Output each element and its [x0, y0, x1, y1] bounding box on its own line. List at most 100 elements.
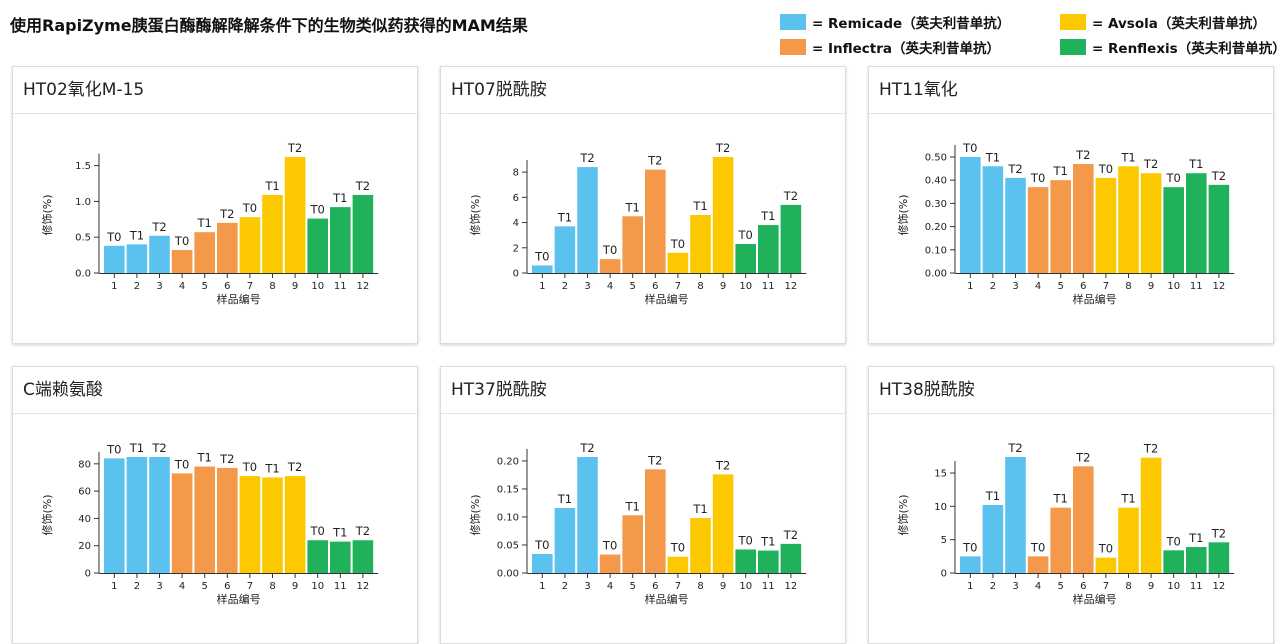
- bar-label: T0: [602, 539, 617, 553]
- bar: [690, 215, 711, 273]
- bar: [126, 244, 148, 273]
- chart-svg: 0.00 0.10 0.20 0.30 0.40 0.50 T0 1 T1 2 T2 3 T0 4 T1 5 T…: [896, 141, 1235, 306]
- x-tick-label: 1: [967, 581, 973, 592]
- bar: [149, 457, 170, 573]
- bar-label: T1: [1053, 492, 1068, 506]
- chart-panel-ht11: HT11氧化 0.00 0.10 0.20 0.30 0.40 0.50 T0 1 T1 2 T2 3…: [868, 66, 1274, 344]
- y-tick-label: 0.5: [75, 233, 91, 244]
- bar: [758, 550, 779, 573]
- bar-label: T1: [1120, 492, 1135, 506]
- bar: [645, 469, 666, 573]
- y-tick-label: 0.20: [925, 222, 947, 233]
- bar: [982, 505, 1004, 573]
- page-title: 使用RapiZyme胰蛋白酶酶解降解条件下的生物类似药获得的MAM结果: [10, 16, 528, 35]
- y-tick-label: 0.10: [925, 245, 947, 256]
- legend-label-avsola: = Avsola（英夫利昔单抗）: [1092, 16, 1266, 32]
- chart-svg: 0 2 4 6 8 T0 1 T1 2 T2 3 T0 4 T1 5 T2 6 T0 7 T1 8 T2 9 T0 10 T1 11…: [468, 141, 807, 306]
- x-tick-label: 10: [311, 581, 324, 592]
- bar: [1027, 556, 1049, 573]
- x-axis-title: 样品编号: [1073, 292, 1117, 306]
- bar-label: T1: [985, 489, 1000, 503]
- x-tick-label: 10: [739, 581, 752, 592]
- bar: [1118, 507, 1139, 573]
- bar: [599, 554, 621, 573]
- bar-label: T0: [106, 442, 121, 456]
- x-tick-label: 5: [630, 281, 636, 292]
- bar-label: T0: [1098, 162, 1113, 176]
- x-tick-label: 11: [1190, 281, 1203, 292]
- bar-label: T0: [670, 237, 685, 251]
- bar: [262, 477, 283, 573]
- bar-label: T2: [783, 528, 798, 542]
- bar-label: T0: [534, 249, 549, 263]
- bar: [712, 157, 734, 273]
- x-tick-label: 7: [1103, 581, 1109, 592]
- x-tick-label: 11: [334, 281, 347, 292]
- bar-label: T1: [129, 441, 144, 455]
- legend-item-avsola: = Avsola（英夫利昔单抗）: [1060, 12, 1266, 32]
- y-tick-label: 60: [78, 487, 91, 498]
- bar-label: T0: [602, 243, 617, 257]
- x-tick-label: 2: [990, 281, 996, 292]
- x-tick-label: 3: [584, 281, 590, 292]
- bar-label: T0: [310, 524, 325, 538]
- y-tick-label: 0: [941, 569, 947, 580]
- bar: [735, 244, 756, 273]
- bar: [1095, 557, 1117, 573]
- bar: [239, 217, 261, 273]
- bar: [352, 194, 374, 273]
- y-tick-label: 40: [78, 514, 91, 525]
- bar: [330, 207, 351, 273]
- bar: [171, 473, 193, 573]
- bar-label: T1: [1188, 531, 1203, 545]
- bar: [960, 556, 981, 573]
- bar-label: T2: [219, 207, 234, 221]
- bar: [149, 235, 170, 273]
- bar: [239, 476, 261, 573]
- bar-label: T1: [129, 228, 144, 242]
- y-tick-label: 0.30: [925, 199, 947, 210]
- y-axis-title: 修饰(%): [40, 494, 54, 535]
- x-tick-label: 8: [1125, 281, 1131, 292]
- bar-label: T0: [242, 460, 257, 474]
- bar: [284, 476, 306, 573]
- legend-swatch-remicade: [780, 14, 806, 30]
- bar-label: T0: [738, 228, 753, 242]
- bar-label: T0: [1166, 534, 1181, 548]
- legend-item-remicade: = Remicade（英夫利昔单抗）: [780, 12, 1010, 32]
- x-axis-title: 样品编号: [645, 592, 689, 606]
- y-tick-label: 0.20: [497, 456, 519, 467]
- bar: [622, 515, 643, 573]
- x-tick-label: 8: [269, 581, 275, 592]
- x-axis-title: 样品编号: [217, 592, 261, 606]
- x-tick-label: 5: [630, 581, 636, 592]
- bar-label: T2: [355, 524, 370, 538]
- bar-label: T0: [310, 203, 325, 217]
- x-tick-label: 10: [739, 281, 752, 292]
- chart-panel-ht07: HT07脱酰胺 0 2 4 6 8 T0 1 T1 2 T2 3 T0 4 T1 5 T2 6 T0 7 T1 8 T2 9…: [440, 66, 846, 344]
- bar-label: T1: [760, 535, 775, 549]
- x-tick-label: 9: [1148, 281, 1154, 292]
- chart-panel-ht38: HT38脱酰胺 0 5 10 15 T0 1 T1 2 T2 3 T0 4 T1 5 T2 6 T0 7 T1 8 T2…: [868, 366, 1274, 644]
- bar-label: T1: [557, 492, 572, 506]
- bar-label: T0: [534, 538, 549, 552]
- bar: [532, 265, 553, 273]
- bar-label: T0: [738, 533, 753, 547]
- bar: [1140, 457, 1162, 573]
- bar: [577, 167, 598, 273]
- bar: [577, 457, 598, 573]
- y-tick-label: 0.0: [75, 269, 91, 280]
- bar-label: T2: [1075, 450, 1090, 464]
- x-tick-label: 7: [675, 581, 681, 592]
- x-tick-label: 1: [111, 581, 117, 592]
- x-axis-title: 样品编号: [217, 292, 261, 306]
- chart-svg: 0.00 0.05 0.10 0.15 0.20 T0 1 T1 2 T2 3 T0 4 T1 5 T2 6 T0…: [468, 441, 807, 606]
- bar: [622, 216, 643, 273]
- bar: [758, 225, 779, 273]
- legend-item-renflexis: = Renflexis（英夫利昔单抗）: [1060, 37, 1286, 57]
- bar-label: T2: [151, 220, 166, 234]
- legend: = Remicade（英夫利昔单抗） = Avsola（英夫利昔单抗） = In…: [780, 12, 1286, 58]
- bar-label: T2: [1211, 526, 1226, 540]
- bar: [262, 194, 283, 273]
- bar: [307, 540, 328, 573]
